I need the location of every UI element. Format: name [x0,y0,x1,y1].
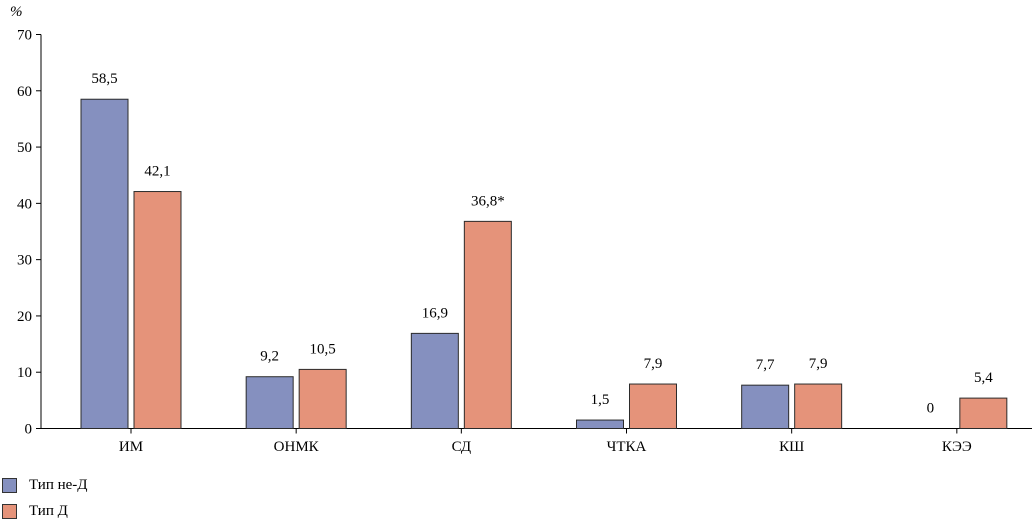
bar-chart: 0 10 20 30 40 50 60 70% 58,5 42,1 ИМ 9,2 10,5 ОНМК 16,… [10,4,1032,455]
y-tick-label-7: 70 [17,28,32,44]
legend-swatch-series-1 [2,477,17,493]
data-label-2-4: 7,9 [809,356,828,372]
bar-1-1 [245,376,294,429]
legend-item-series-2: Тип Д [2,498,88,524]
x-tick-label-2: СД [452,439,472,455]
x-tick-label-1: ОНМК [274,439,320,455]
y-axis-label: % [10,4,23,20]
x-tick-label-0: ИМ [119,439,143,455]
legend-item-series-1: Тип не-Д [2,472,88,498]
y-tick-label-1: 10 [17,365,32,381]
bar-1-0 [80,98,129,429]
x-tick-label-4: КШ [779,439,804,455]
bar-1-2 [410,332,459,429]
y-tick-label-2: 20 [17,309,32,325]
bar-1-4 [741,384,790,430]
y-tick-label-6: 60 [17,84,32,100]
bar-1-3 [576,419,624,429]
data-label-1-2: 16,9 [422,305,448,321]
y-tick-label-4: 40 [17,196,32,212]
legend-label-series-1: Тип не-Д [29,476,88,493]
legend: Тип не-Д Тип Д [2,472,88,524]
legend-swatch-series-2 [2,503,17,519]
data-label-1-4: 7,7 [756,357,775,373]
data-label-1-3: 1,5 [591,392,610,408]
data-label-2-0: 42,1 [144,164,170,180]
data-label-2-3: 7,9 [644,356,663,372]
y-tick-label-0: 0 [25,422,33,438]
data-label-1-5: 0 [927,401,935,417]
x-tick-label-3: ЧТКА [607,439,647,455]
bar-2-5 [959,397,1008,429]
data-label-2-5: 5,4 [974,370,993,386]
y-tick-label-3: 30 [17,253,32,269]
bar-2-2 [463,220,512,429]
bar-2-3 [629,383,677,429]
y-tick-label-5: 50 [17,140,32,156]
bar-2-4 [794,383,843,429]
data-label-1-0: 58,5 [91,71,117,87]
bar-2-0 [133,191,182,429]
bar-2-1 [298,368,347,429]
x-tick-label-5: КЭЭ [942,439,972,455]
data-label-2-1: 10,5 [310,341,336,357]
data-label-2-2: 36,8* [471,193,505,209]
legend-label-series-2: Тип Д [29,502,68,519]
data-label-1-1: 9,2 [260,349,279,365]
